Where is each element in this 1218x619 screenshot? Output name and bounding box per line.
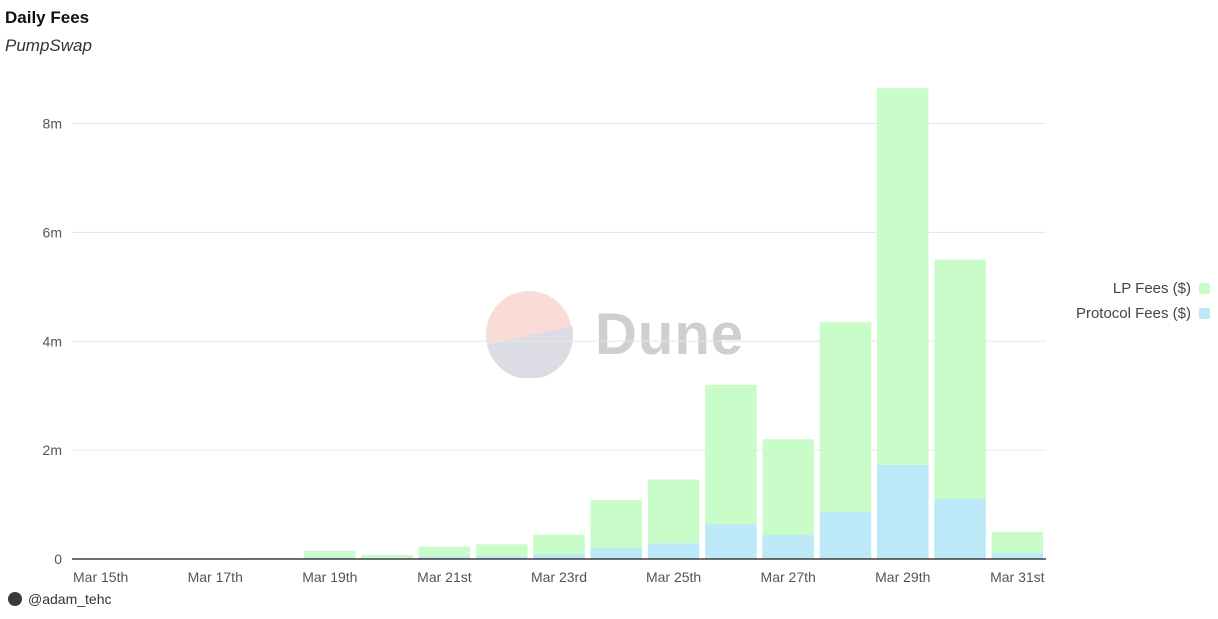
bar-segment [647, 479, 700, 544]
legend-swatch-protocol-fees [1199, 308, 1210, 319]
bar-segment [819, 511, 872, 559]
bar-segment [876, 88, 929, 465]
bar-segment [762, 439, 814, 536]
bar-segment [590, 547, 643, 559]
author-credit[interactable]: @adam_tehc [8, 591, 111, 607]
dune-watermark: Dune [485, 290, 744, 378]
chart-title: Daily Fees [5, 8, 90, 27]
y-tick-label: 4m [43, 333, 62, 349]
y-tick-label: 0 [54, 551, 62, 567]
bar-segment [304, 550, 356, 558]
x-tick-label: Mar 21st [417, 569, 472, 585]
y-tick-label: 8m [43, 116, 62, 132]
bar-segment [418, 556, 471, 559]
legend-label: Protocol Fees ($) [1075, 305, 1191, 322]
bar-segment [246, 557, 299, 559]
legend-item-lp-fees[interactable]: LP Fees ($) [1076, 276, 1210, 301]
author-name: @adam_tehc [28, 591, 112, 607]
dune-logo-icon [486, 291, 573, 378]
bar-segment [533, 554, 585, 559]
y-tick-label: 2m [43, 442, 62, 458]
bar-segment [705, 524, 757, 559]
bar-segment [418, 546, 471, 557]
bar-segment [361, 554, 413, 559]
bar-segment [819, 322, 872, 512]
legend-label: LP Fees ($) [1112, 280, 1191, 297]
y-tick-label: 6m [43, 224, 62, 240]
legend-item-protocol-fees[interactable]: Protocol Fees ($) [1076, 301, 1210, 326]
bar-segment [762, 535, 814, 559]
x-tick-label: Mar 25th [646, 569, 701, 585]
bar-segment [705, 384, 757, 525]
bar-segment [475, 544, 528, 557]
chart-legend: LP Fees ($) Protocol Fees ($) [1076, 276, 1210, 326]
x-tick-label: Mar 19th [302, 569, 357, 585]
bar-segment [590, 500, 643, 548]
bar-segment [475, 556, 528, 559]
x-tick-label: Mar 17th [188, 569, 243, 585]
x-tick-label: Mar 23rd [531, 569, 587, 585]
x-tick-label: Mar 27th [761, 569, 816, 585]
legend-swatch-lp-fees [1199, 283, 1210, 294]
bar-segment [304, 557, 356, 559]
bar-segment [934, 259, 986, 499]
bar-segment [934, 498, 986, 559]
x-tick-label: Mar 29th [875, 569, 930, 585]
bar-segment [991, 553, 1044, 559]
avatar [8, 592, 22, 606]
x-tick-label: Mar 15th [73, 569, 128, 585]
bar-segment [991, 531, 1044, 554]
chart-subtitle: PumpSwap [5, 36, 92, 55]
bar-segment [533, 534, 585, 555]
watermark-text: Dune [595, 301, 744, 367]
x-tick-label: Mar 31st [990, 569, 1045, 585]
bar-segment [647, 543, 700, 559]
bar-segment [876, 464, 929, 559]
